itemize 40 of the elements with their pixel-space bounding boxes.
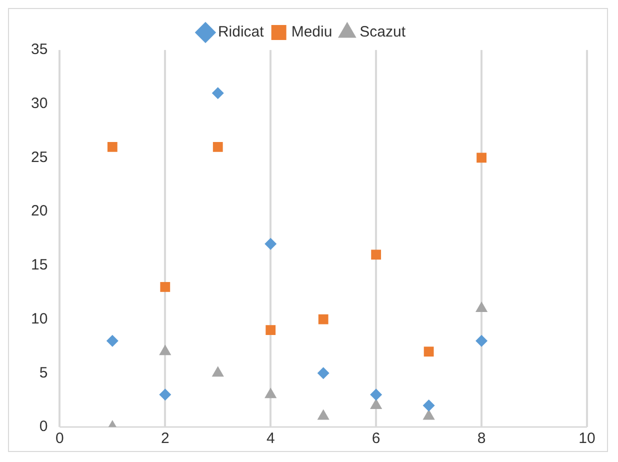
legend-label: Scazut bbox=[360, 24, 406, 41]
y-tick-label: 5 bbox=[39, 364, 48, 382]
legend-label: Ridicat bbox=[218, 24, 265, 41]
x-tick-label: 2 bbox=[160, 430, 170, 448]
point bbox=[212, 366, 224, 377]
point bbox=[212, 142, 223, 152]
x-tick-label: 8 bbox=[477, 430, 486, 448]
point bbox=[422, 409, 435, 420]
point bbox=[371, 250, 382, 260]
x-tick-label: 10 bbox=[578, 430, 596, 448]
y-tick-label: 35 bbox=[30, 41, 48, 58]
point bbox=[317, 409, 330, 420]
y-tick-label: 15 bbox=[30, 256, 48, 274]
y-tick-label: 0 bbox=[39, 418, 48, 436]
point bbox=[476, 334, 488, 347]
y-tick-label: 20 bbox=[30, 202, 48, 220]
point bbox=[266, 325, 276, 336]
point bbox=[475, 302, 488, 312]
y-tick-label: 10 bbox=[30, 310, 48, 328]
y-tick-label: 25 bbox=[30, 148, 48, 166]
point bbox=[476, 152, 486, 163]
x-tick-label: 4 bbox=[266, 430, 275, 448]
point bbox=[159, 388, 172, 401]
point bbox=[160, 282, 170, 292]
x-tick-label: 6 bbox=[372, 430, 380, 448]
point bbox=[422, 399, 435, 412]
legend-label: Mediu bbox=[291, 24, 332, 41]
point bbox=[264, 388, 277, 398]
point bbox=[106, 334, 118, 347]
point bbox=[159, 344, 172, 356]
point bbox=[107, 142, 118, 152]
point bbox=[264, 238, 277, 250]
x-tick-label: 0 bbox=[56, 430, 64, 448]
point bbox=[370, 388, 382, 401]
point bbox=[212, 87, 224, 100]
point bbox=[370, 398, 382, 409]
point bbox=[424, 346, 434, 357]
y-tick-label: 30 bbox=[30, 95, 48, 112]
point bbox=[317, 367, 330, 380]
point bbox=[318, 314, 328, 324]
